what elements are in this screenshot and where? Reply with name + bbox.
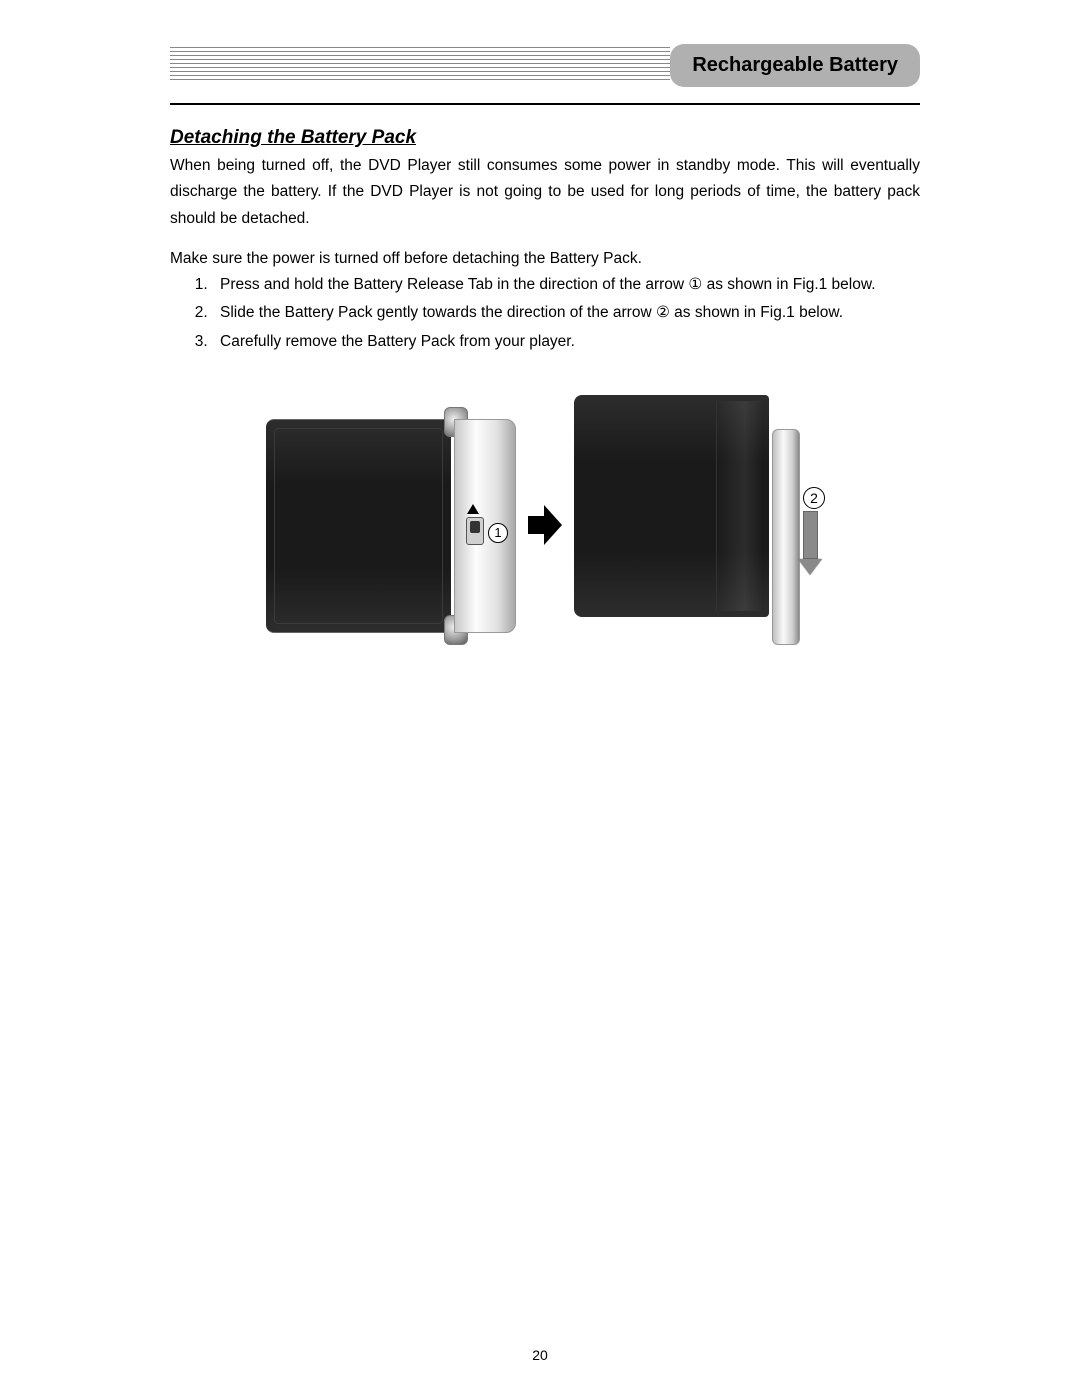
slide-direction-arrow-icon	[803, 511, 822, 575]
battery-pack-icon	[454, 419, 516, 633]
device-body-icon	[266, 419, 451, 633]
header-badge: Rechargeable Battery	[670, 44, 920, 87]
header-decorative-lines	[170, 47, 670, 83]
transition-arrow-icon	[528, 505, 562, 545]
step-item: Carefully remove the Battery Pack from y…	[212, 329, 920, 355]
section-title: Detaching the Battery Pack	[170, 127, 920, 149]
steps-list: Press and hold the Battery Release Tab i…	[170, 272, 920, 355]
step-item: Slide the Battery Pack gently towards th…	[212, 300, 920, 326]
header-rule	[170, 103, 920, 105]
page-header: Rechargeable Battery	[170, 35, 920, 95]
step-item: Press and hold the Battery Release Tab i…	[212, 272, 920, 298]
pre-list-note: Make sure the power is turned off before…	[170, 250, 920, 268]
battery-pack-sliding-icon	[772, 429, 800, 645]
release-direction-arrow-icon	[467, 504, 479, 514]
battery-release-tab-icon	[466, 517, 484, 545]
section-intro: When being turned off, the DVD Player st…	[170, 153, 920, 232]
page-number: 20	[0, 1347, 1080, 1363]
callout-1: 1	[488, 523, 508, 543]
figure-device-attached: 1	[266, 405, 516, 645]
figure-device-detaching: 2	[574, 395, 824, 655]
device-body-icon	[574, 395, 769, 617]
callout-2: 2	[803, 487, 825, 509]
figure-1: 1 2	[170, 395, 920, 655]
